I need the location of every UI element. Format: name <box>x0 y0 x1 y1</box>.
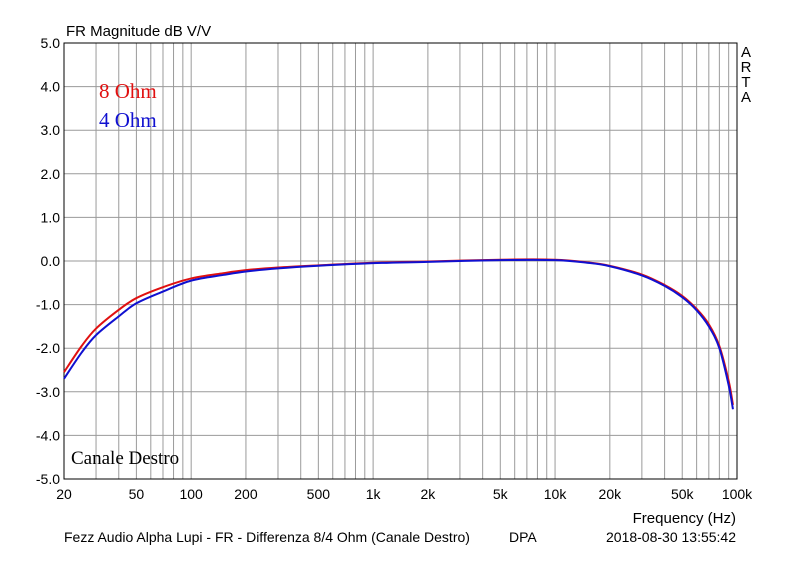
y-tick-label: -2.0 <box>36 340 60 356</box>
x-tick-label: 1k <box>366 486 382 502</box>
x-tick-label: 10k <box>544 486 568 502</box>
y-tick-label: 1.0 <box>41 209 61 225</box>
x-axis-label: Frequency (Hz) <box>633 510 736 527</box>
y-tick-label: -5.0 <box>36 471 60 487</box>
y-tick-label: 0.0 <box>41 253 61 269</box>
x-tick-label: 100k <box>722 486 753 502</box>
x-tick-label: 5k <box>493 486 509 502</box>
x-tick-labels: 20 50 100 200 500 1k 2k 5k 10k 20k 50k 100k <box>56 486 753 502</box>
grid <box>64 43 737 479</box>
y-tick-label: -1.0 <box>36 297 60 313</box>
x-tick-label: 100 <box>179 486 203 502</box>
y-tick-label: -4.0 <box>36 427 60 443</box>
plot-frame <box>63 42 738 480</box>
x-tick-label: 20 <box>56 486 72 502</box>
x-tick-label: 200 <box>234 486 258 502</box>
y-tick-label: 5.0 <box>41 35 61 51</box>
y-tick-labels: 5.0 4.0 3.0 2.0 1.0 0.0 -1.0 -2.0 -3.0 -4.0 -5.0 <box>36 35 60 487</box>
x-tick-label: 500 <box>307 486 331 502</box>
arta-letter: T <box>741 74 750 91</box>
footer-source: DPA <box>509 529 537 545</box>
channel-annotation: Canale Destro <box>71 448 179 469</box>
y-tick-label: 4.0 <box>41 79 61 95</box>
y-tick-label: 3.0 <box>41 122 61 138</box>
x-tick-label: 50k <box>671 486 695 502</box>
x-tick-label: 50 <box>129 486 145 502</box>
footer-description: Fezz Audio Alpha Lupi - FR - Differenza … <box>64 529 470 545</box>
x-tick-label: 20k <box>599 486 623 502</box>
series-line-4-ohm <box>63 258 734 410</box>
arta-letter: A <box>741 44 751 61</box>
chart-title: FR Magnitude dB V/V <box>66 23 211 40</box>
x-tick-label: 2k <box>420 486 436 502</box>
series-lines <box>63 258 734 410</box>
legend-entry-4-ohm: 4 Ohm <box>99 108 157 132</box>
y-tick-label: 2.0 <box>41 166 61 182</box>
arta-letter: R <box>741 59 752 76</box>
arta-letter: A <box>741 89 751 106</box>
legend-entry-8-ohm: 8 Ohm <box>99 79 157 103</box>
y-tick-label: -3.0 <box>36 384 60 400</box>
legend: 8 Ohm 4 Ohm <box>99 79 157 132</box>
footer-timestamp: 2018-08-30 13:55:42 <box>606 529 736 545</box>
